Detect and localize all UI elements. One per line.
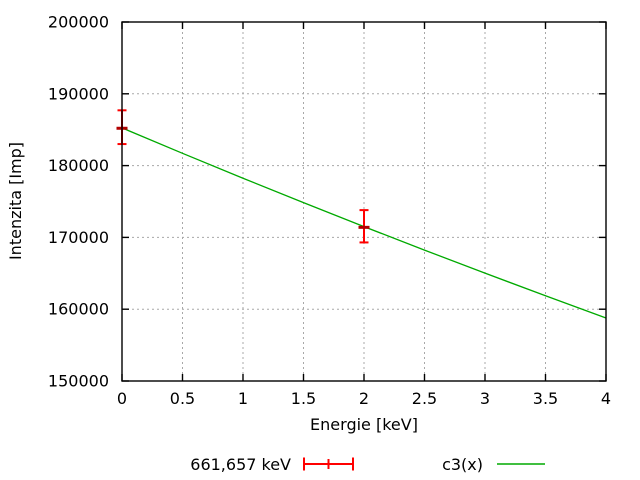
x-tick-label: 2.5 [412, 389, 437, 408]
y-tick-label: 170000 [48, 228, 109, 247]
frame-layer [121, 21, 607, 382]
y-tick-label: 160000 [48, 300, 109, 319]
y-tick-label: 180000 [48, 156, 109, 175]
grid-layer [122, 22, 606, 381]
y-tick-label: 190000 [48, 84, 109, 103]
x-tick-label: 1.5 [291, 389, 316, 408]
legend-label-measurement: 661,657 keV [190, 455, 291, 474]
y-tick-label: 200000 [48, 13, 109, 32]
data-layer [116, 109, 607, 319]
y-tick-label: 150000 [48, 372, 109, 391]
x-axis-title: Energie [keV] [310, 415, 418, 434]
x-tick-label: 4 [601, 389, 611, 408]
y-axis-title: Intenzita [Imp] [6, 142, 25, 260]
x-tick-label: 1 [238, 389, 248, 408]
x-tick-label: 3.5 [533, 389, 558, 408]
legend: 661,657 keV c3(x) [190, 455, 545, 474]
x-tick-label: 2 [359, 389, 369, 408]
legend-label-fit: c3(x) [442, 455, 483, 474]
tick-labels-layer: 0 0.5 1 1.5 2 2.5 3 3.5 4 150000 160000 170000 18000… [48, 13, 611, 409]
x-tick-label: 3 [480, 389, 490, 408]
x-tick-label: 0.5 [170, 389, 195, 408]
x-tick-label: 0 [117, 389, 127, 408]
